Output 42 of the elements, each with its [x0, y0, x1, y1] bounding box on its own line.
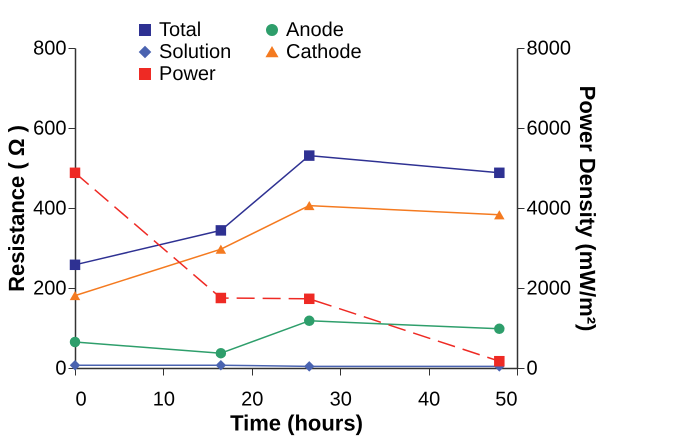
- point: [494, 168, 505, 178]
- legend-label: Total: [159, 19, 202, 41]
- y2-tick-label: 2000: [526, 278, 571, 300]
- x-axis-title: Time (hours): [230, 410, 363, 436]
- x-tick-label: 30: [330, 388, 352, 410]
- point: [216, 244, 226, 254]
- point: [304, 201, 315, 210]
- point: [494, 324, 505, 334]
- y-tick-label: 200: [33, 278, 66, 300]
- point: [216, 360, 226, 370]
- y-axis-title: Resistance ( Ω ): [4, 125, 30, 292]
- x-tick-label: 20: [241, 388, 264, 410]
- point: [216, 292, 226, 304]
- point: [70, 291, 80, 300]
- y2-tick-label: 4000: [526, 198, 571, 220]
- legend-label: Cathode: [286, 41, 362, 63]
- point: [216, 225, 226, 236]
- legend-label: Power: [159, 63, 216, 85]
- y-tick-label: 400: [33, 198, 66, 220]
- y2-tick-label: 6000: [526, 118, 571, 140]
- point: [304, 294, 315, 304]
- x-tick-label: 50: [495, 388, 518, 410]
- legend-label: Solution: [159, 41, 232, 63]
- point: [70, 168, 80, 178]
- point: [494, 356, 505, 366]
- y-tick-label: 800: [33, 38, 66, 60]
- y2-axis-title: Power Density (mW/m²): [574, 86, 600, 332]
- point: [304, 316, 315, 326]
- point: [304, 361, 315, 372]
- point: [304, 150, 315, 161]
- x-tick-label: 0: [76, 388, 87, 410]
- y2-tick-label: 0: [526, 358, 538, 380]
- point: [70, 336, 80, 348]
- legend-label: Anode: [286, 19, 344, 41]
- point: [494, 210, 505, 220]
- y-tick-label: 600: [33, 118, 66, 140]
- point: [70, 260, 80, 270]
- y2-tick-label: 8000: [526, 38, 571, 60]
- y-tick-label: 0: [55, 358, 66, 380]
- point: [216, 348, 226, 358]
- x-tick-label: 40: [418, 388, 440, 410]
- x-tick-label: 10: [152, 388, 176, 410]
